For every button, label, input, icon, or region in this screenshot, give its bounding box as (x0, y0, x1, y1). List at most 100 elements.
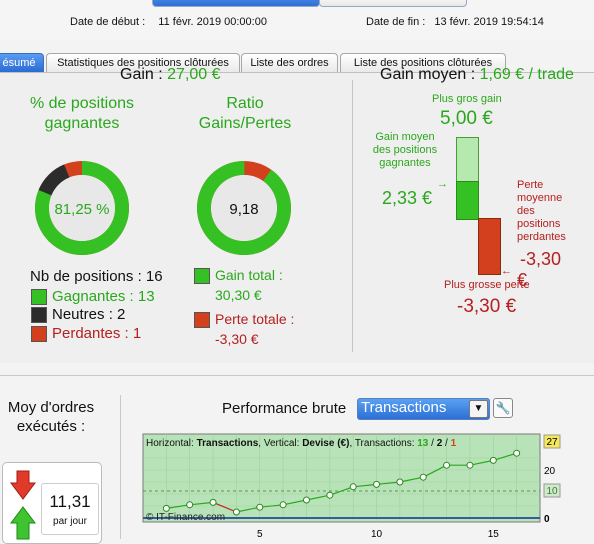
total-gain-value: 30,30 € (215, 287, 262, 303)
series-group (162, 449, 521, 516)
badge-mid (543, 483, 561, 498)
max-loss-value: -3,30 € (457, 296, 517, 317)
series-segment (189, 501, 214, 506)
legend-neutral: Neutres : 2 (52, 306, 126, 323)
legend-swatch-neutral (31, 307, 47, 323)
gain-value: 27,00 € (167, 66, 221, 83)
total-gain-label: Gain total : (215, 267, 283, 283)
total-loss-value: -3,30 € (215, 331, 259, 347)
tab-orders[interactable]: Liste des ordres (241, 53, 338, 72)
series-segment (422, 464, 447, 478)
data-point (256, 503, 264, 511)
data-point (302, 496, 310, 504)
badge-top (543, 434, 561, 449)
max-gain-value: 5,00 € (440, 108, 493, 129)
data-point (466, 461, 474, 469)
perf-title: Performance brute (222, 400, 347, 417)
data-point (279, 501, 287, 509)
donut-neutral-arc (35, 161, 129, 255)
orders-card: 11,31 par jour (2, 462, 102, 544)
ratio-title: Ratio Gains/Pertes (198, 95, 292, 132)
end-date: Date de fin : 13 févr. 2019 19:54:14 (366, 16, 544, 28)
series-segment (259, 504, 284, 508)
winning-title: % de positions gagnantes (29, 95, 135, 132)
wrench-icon[interactable]: 🔧 (493, 398, 513, 418)
data-point (232, 508, 240, 516)
axis-labels: 5 10 15 0 20 (257, 466, 556, 539)
chart-header-v: Devise (€) (302, 438, 349, 449)
segment-button[interactable] (319, 0, 467, 7)
badge-mid-text: 10 (546, 486, 558, 497)
chart-watermark: © IT-Finance.com (146, 512, 225, 523)
legend-win: Gagnantes : 13 (52, 288, 155, 305)
series-segment (306, 494, 330, 501)
chevron-down-icon[interactable]: ▼ (469, 400, 488, 418)
legend-swatch-win (31, 289, 47, 305)
total-loss-swatch (194, 312, 210, 328)
series-segment (236, 506, 260, 513)
series-segment (376, 481, 400, 485)
series-segment (399, 476, 424, 483)
total-gain-swatch (194, 268, 210, 284)
chart-header-mid2: , Transactions: (349, 438, 417, 449)
x-tick-label: 15 (488, 529, 500, 539)
loss-bar (478, 218, 501, 275)
x-tick-label: 5 (257, 529, 263, 539)
chart-header: Horizontal: Transactions, Vertical: Devi… (146, 438, 457, 449)
arrow-down-icon (10, 470, 36, 500)
ratio-text: 9,18 (229, 201, 258, 218)
series-segment (353, 483, 377, 488)
tab-closed-stats[interactable]: Statistiques des positions clôturées (46, 53, 240, 72)
start-date-label: Date de début : (70, 16, 146, 28)
max-gain-label: Plus gros gain (432, 93, 502, 105)
gain-label: Gain : (120, 66, 163, 83)
tab-bar: ésumé Statistiques des positions clôturé… (0, 53, 594, 73)
winning-pct-text: 81,25 % (54, 201, 109, 218)
max-loss-label: Plus grosse perte (444, 279, 530, 291)
orders-title: Moy d'ordres exécutés : (7, 399, 95, 435)
data-point (162, 504, 170, 512)
start-date-value: 11 févr. 2019 00:00:00 (158, 16, 267, 28)
avg-loss-value: -3,30 (520, 249, 562, 269)
tab-closed-positions[interactable]: Liste des positions clôturées (340, 53, 506, 72)
ratio-donut: 9,18 (197, 160, 291, 255)
ratio-gain-arc (197, 160, 291, 255)
data-point (186, 501, 194, 509)
segment-selected[interactable] (152, 0, 320, 7)
data-point (396, 478, 404, 486)
series-segment (212, 501, 237, 513)
data-point (443, 461, 451, 469)
performance-chart: 5 10 15 0 20 Horizontal: Transactions, Verti… (142, 433, 561, 539)
avg-gain-value: 2,33 € (382, 188, 433, 208)
avg-loss-arrow-icon: ← (501, 265, 512, 277)
legend-swatch-loss (31, 326, 47, 342)
panel-divider (352, 80, 353, 352)
chart-header-prefix: Horizontal: (146, 438, 197, 449)
data-point (489, 456, 497, 464)
avg-gain-arrow-icon: → (437, 178, 448, 190)
ratio-center (211, 175, 277, 241)
chart-header-win: 13 (417, 438, 429, 449)
series-segment (282, 499, 307, 506)
y-tick-label: 20 (544, 466, 556, 477)
x-tick-label: 10 (371, 529, 383, 539)
data-point (209, 498, 217, 506)
data-point (419, 473, 427, 481)
chart-header-los: 1 (451, 438, 457, 449)
donut-win-arc (35, 161, 129, 255)
data-point (513, 449, 521, 457)
end-date-value: 13 févr. 2019 19:54:14 (434, 16, 544, 28)
chart-header-h: Transactions (197, 438, 259, 449)
y-tick-label: 0 (544, 514, 550, 525)
chart-header-slash1: / (428, 438, 436, 449)
series-segment (469, 459, 494, 466)
avg-gain-label: Gain moyen des positions gagnantes (372, 131, 438, 169)
tab-summary[interactable]: ésumé (0, 53, 44, 72)
legend-loss: Perdantes : 1 (52, 325, 142, 342)
transactions-select[interactable] (357, 398, 490, 420)
select-value: Transactions (361, 399, 447, 416)
gain-line: Gain : 27,00 € (120, 66, 221, 84)
total-loss-label: Perte totale : (215, 311, 295, 327)
avg-loss-label: Perte moyenne des positions perdantes (517, 179, 566, 243)
end-date-label: Date de fin : (366, 16, 426, 28)
